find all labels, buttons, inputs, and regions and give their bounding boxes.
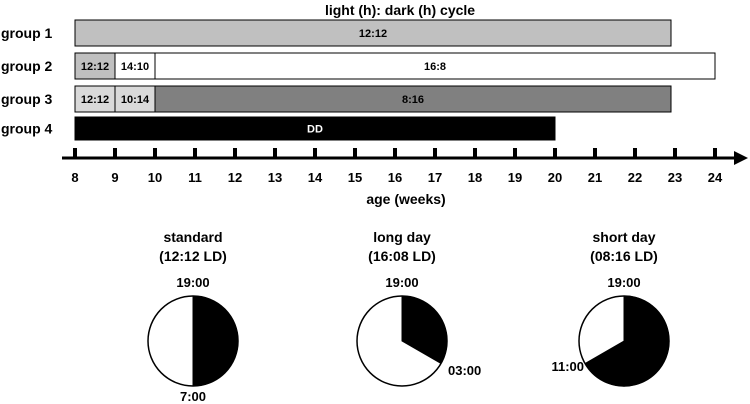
clock-subtitle: (16:08 LD) bbox=[368, 248, 436, 264]
axis-tick-label: 23 bbox=[668, 170, 682, 185]
axis-tick bbox=[633, 148, 637, 158]
axis-tick bbox=[193, 148, 197, 158]
axis-tick bbox=[473, 148, 477, 158]
diagram-title: light (h): dark (h) cycle bbox=[325, 2, 475, 18]
clock-subtitle: (12:12 LD) bbox=[159, 248, 227, 264]
clock-subtitle: (08:16 LD) bbox=[590, 248, 658, 264]
axis-tick-label: 8 bbox=[71, 170, 78, 185]
dark-phase-sector bbox=[192, 295, 239, 387]
cycle-segment bbox=[74, 116, 556, 141]
axis-tick-label: 17 bbox=[428, 170, 442, 185]
axis-tick-label: 10 bbox=[148, 170, 162, 185]
axis-tick bbox=[313, 148, 317, 158]
clock-end-label: 11:00 bbox=[551, 359, 584, 374]
group-label: group 2 bbox=[1, 58, 53, 74]
cycle-segment bbox=[114, 52, 156, 80]
axis-tick bbox=[73, 148, 77, 158]
cycle-segment-label: 16:8 bbox=[424, 61, 446, 73]
clock-title: long day bbox=[373, 229, 431, 245]
axis-tick bbox=[593, 148, 597, 158]
cycle-segment-label: 10:14 bbox=[121, 94, 150, 106]
group-label: group 3 bbox=[1, 91, 53, 107]
axis-tick-label: 20 bbox=[548, 170, 562, 185]
axis-tick-label: 16 bbox=[388, 170, 402, 185]
cycle-segment bbox=[114, 85, 156, 113]
clock-title: standard bbox=[163, 229, 222, 245]
group-label: group 4 bbox=[1, 121, 53, 137]
clock-start-label: 19:00 bbox=[385, 275, 418, 290]
axis-tick-label: 13 bbox=[268, 170, 282, 185]
axis-tick-label: 19 bbox=[508, 170, 522, 185]
cycle-segment-label: 12:12 bbox=[81, 94, 109, 106]
axis-tick-label: 14 bbox=[308, 170, 323, 185]
axis-tick-label: 22 bbox=[628, 170, 642, 185]
group-label: group 1 bbox=[1, 25, 53, 41]
cycle-segment-label: DD bbox=[307, 124, 323, 136]
age-timeline: 8 9 10 11 12 13 14 15 16 17 18 19 20 21 22 23 24 bbox=[62, 148, 748, 185]
axis-tick bbox=[513, 148, 517, 158]
dark-phase-sector bbox=[584, 295, 670, 387]
axis-label: age (weeks) bbox=[366, 191, 445, 207]
clock-start-label: 19:00 bbox=[607, 275, 640, 290]
axis-tick-label: 9 bbox=[111, 170, 118, 185]
axis-tick-label: 12 bbox=[228, 170, 242, 185]
axis-tick bbox=[353, 148, 357, 158]
clock-diagrams: standard (12:12 LD) 19:00 7:00 long day (16:0… bbox=[147, 229, 670, 404]
axis-tick bbox=[153, 148, 157, 158]
axis-tick-label: 24 bbox=[708, 170, 723, 185]
dark-phase-sector bbox=[401, 295, 448, 365]
axis-tick-label: 21 bbox=[588, 170, 602, 185]
axis-tick bbox=[393, 148, 397, 158]
axis-tick-label: 15 bbox=[348, 170, 362, 185]
clock-start-label: 19:00 bbox=[176, 275, 209, 290]
axis-tick bbox=[433, 148, 437, 158]
cycle-segment-label: 8:16 bbox=[402, 94, 424, 106]
cycle-segment-label: 12:12 bbox=[359, 28, 387, 40]
clock-end-label: 03:00 bbox=[448, 363, 481, 378]
cycle-segment-label: 14:10 bbox=[121, 61, 149, 73]
axis-tick-label: 11 bbox=[188, 170, 202, 185]
axis-tick bbox=[273, 148, 277, 158]
axis-tick bbox=[713, 148, 717, 158]
axis-tick bbox=[673, 148, 677, 158]
axis-tick-label: 18 bbox=[468, 170, 482, 185]
axis-tick bbox=[113, 148, 117, 158]
cycle-segment bbox=[74, 19, 672, 47]
clock-end-label: 7:00 bbox=[180, 389, 206, 404]
axis-tick bbox=[553, 148, 557, 158]
cycle-segment bbox=[74, 52, 116, 80]
group-rows: group 1 12:12 group 2 12:12 14:10 16:8 group 3… bbox=[1, 19, 716, 141]
cycle-segment bbox=[74, 85, 116, 113]
axis-tick bbox=[233, 148, 237, 158]
cycle-segment bbox=[154, 85, 672, 113]
cycle-segment bbox=[154, 52, 716, 80]
axis-arrow bbox=[734, 151, 748, 165]
clock-title: short day bbox=[592, 229, 655, 245]
cycle-segment-label: 12:12 bbox=[81, 61, 109, 73]
